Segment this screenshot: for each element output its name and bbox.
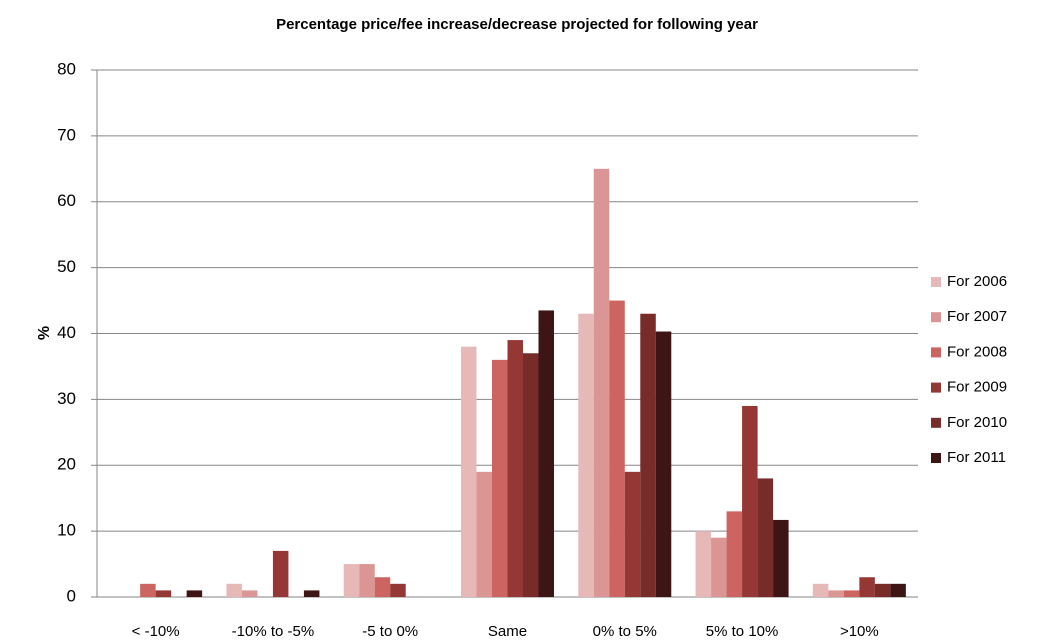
bar <box>492 359 508 597</box>
bar <box>812 583 829 597</box>
y-tick-label: 80 <box>57 59 76 78</box>
x-tick-label: < -10% <box>132 623 180 640</box>
bar <box>374 577 391 597</box>
bar <box>476 471 492 597</box>
bar <box>593 168 610 597</box>
bar <box>742 405 758 597</box>
legend-swatch <box>931 453 941 463</box>
y-tick-label: 20 <box>57 455 76 474</box>
bar <box>390 583 406 597</box>
legend-label: For 2010 <box>947 414 1007 431</box>
bar <box>773 519 789 597</box>
legend-swatch <box>931 277 941 287</box>
bar <box>155 590 172 597</box>
legend-label: For 2009 <box>947 379 1007 396</box>
legend-label: For 2011 <box>947 449 1006 466</box>
y-tick-label: 30 <box>57 389 76 408</box>
legend-swatch <box>931 417 941 428</box>
chart-title: Percentage price/fee increase/decrease p… <box>276 16 758 33</box>
bar <box>757 478 774 597</box>
bar <box>226 583 242 597</box>
bar <box>640 313 656 597</box>
bar <box>303 590 320 597</box>
y-tick-label: 0 <box>67 586 76 605</box>
bar <box>828 590 844 597</box>
bar <box>578 313 594 597</box>
y-tick-label: 50 <box>57 257 76 276</box>
legend-label: For 2007 <box>947 308 1007 325</box>
bar <box>655 331 672 597</box>
bar <box>726 511 743 597</box>
bar <box>843 590 860 597</box>
y-tick-label: 70 <box>57 125 76 144</box>
bar <box>523 353 539 597</box>
x-tick-label: 0% to 5% <box>593 623 657 640</box>
bar <box>538 310 554 597</box>
y-tick-label: 60 <box>57 191 76 210</box>
y-tick-label: 10 <box>57 521 76 540</box>
bar <box>186 590 203 597</box>
bar <box>695 531 712 597</box>
legend-swatch <box>931 347 941 358</box>
bar <box>140 583 156 597</box>
x-tick-label: -10% to -5% <box>232 623 315 640</box>
legend-label: For 2008 <box>947 343 1007 360</box>
bar <box>711 537 727 597</box>
bar <box>624 471 641 597</box>
legend-swatch <box>931 312 941 323</box>
x-tick-label: -5 to 0% <box>362 623 418 640</box>
y-tick-label: 40 <box>57 323 76 342</box>
bar <box>609 300 625 597</box>
x-tick-label: Same <box>488 623 527 640</box>
bar <box>241 590 258 597</box>
legend-swatch <box>931 382 941 393</box>
bar <box>890 583 906 597</box>
bar <box>359 564 375 597</box>
bar <box>343 564 360 597</box>
x-tick-label: >10% <box>840 623 879 640</box>
bar <box>507 340 523 597</box>
y-axis-title: % <box>36 326 53 340</box>
bar <box>859 577 875 597</box>
x-tick-label: 5% to 10% <box>706 623 779 640</box>
legend-label: For 2006 <box>947 273 1007 290</box>
bar <box>874 583 891 597</box>
bar <box>461 346 477 597</box>
bar <box>272 550 289 597</box>
